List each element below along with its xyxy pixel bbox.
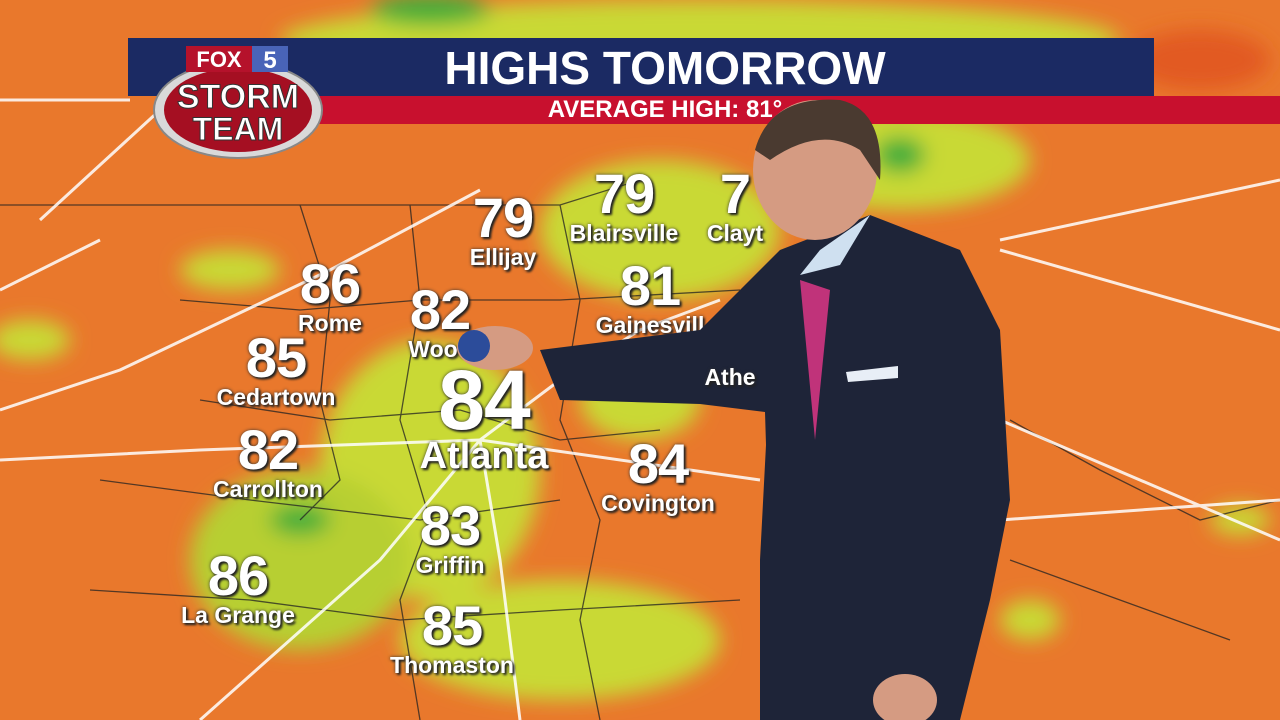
city-temp: 86	[299, 252, 361, 315]
city-name: Ellijay	[469, 244, 537, 270]
city-name: Clayt	[706, 220, 764, 246]
fox5-storm-team-logo: FOX 5 STORM TEAM	[153, 46, 323, 159]
city-temp: 83	[419, 494, 481, 557]
city-temp: 81	[619, 254, 681, 317]
city-temp: 79	[472, 186, 534, 249]
city-carrollton: 82 Carrollton	[213, 418, 323, 503]
svg-text:STORM: STORM	[177, 78, 299, 116]
svg-text:FOX: FOX	[196, 47, 242, 72]
city-gainesville: 81 Gainesvill	[596, 254, 705, 339]
city-rome: 86 Rome	[298, 252, 362, 337]
svg-text:5: 5	[263, 47, 276, 74]
clicker-icon	[458, 330, 490, 362]
city-covington: 84 Covington	[601, 432, 715, 517]
city-griffin: 83 Griffin	[415, 494, 485, 579]
city-blairsville: 79 Blairsville	[569, 162, 679, 247]
city-ellijay: 79 Ellijay	[469, 186, 537, 271]
city-temp: 7	[719, 162, 751, 225]
city-atlanta: 84 Atlanta	[419, 353, 549, 477]
city-name: Blairsville	[569, 220, 679, 246]
svg-text:TEAM: TEAM	[193, 111, 284, 147]
city-la-grange: 86 La Grange	[181, 544, 295, 629]
city-name: Covington	[601, 490, 715, 516]
city-name: Griffin	[415, 552, 485, 578]
city-athens: Athe	[704, 364, 755, 390]
city-clayton: 7 Clayt	[706, 162, 764, 247]
page-title: HIGHS TOMORROW	[444, 42, 886, 94]
city-temp: 85	[245, 326, 307, 389]
city-name: Rome	[298, 310, 362, 336]
city-name: Cedartown	[216, 384, 336, 410]
city-name: Carrollton	[213, 476, 323, 502]
city-cedartown: 85 Cedartown	[216, 326, 336, 411]
city-temp: 86	[207, 544, 269, 607]
city-temp: 82	[237, 418, 299, 481]
average-high: AVERAGE HIGH: 81°	[547, 96, 783, 123]
city-name: Thomaston	[390, 652, 514, 678]
city-temp: 82	[409, 278, 471, 341]
county-lines	[0, 179, 1280, 720]
city-thomaston: 85 Thomaston	[390, 594, 514, 679]
city-name: La Grange	[181, 602, 295, 628]
city-temp: 79	[593, 162, 655, 225]
city-temp: 84	[438, 353, 530, 447]
city-temp: 84	[627, 432, 689, 495]
city-name: Athe	[704, 364, 756, 390]
city-name: Atlanta	[419, 435, 549, 477]
city-temp: 85	[421, 594, 483, 657]
